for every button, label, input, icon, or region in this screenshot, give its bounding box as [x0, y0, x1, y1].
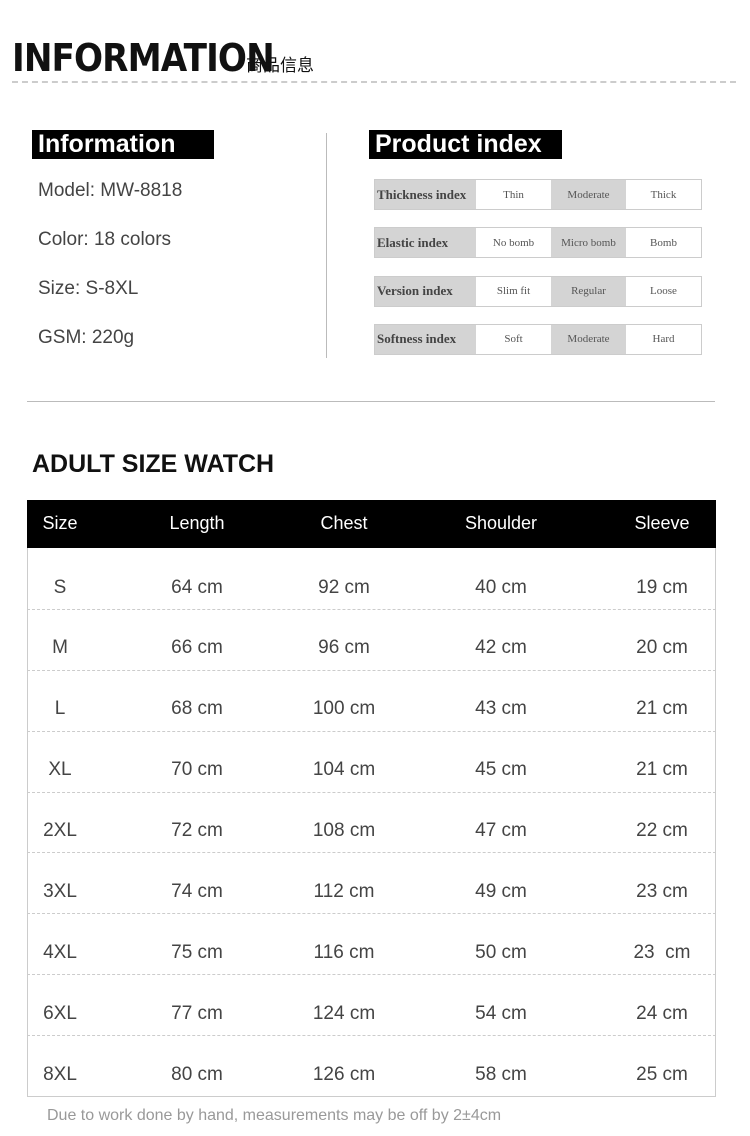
table-cell: S	[53, 576, 67, 598]
column-header: Sleeve	[634, 513, 690, 533]
index-option: Thin	[503, 188, 524, 201]
table-cell: 25 cm	[636, 1063, 688, 1085]
table-cell: 126 cm	[312, 1063, 376, 1085]
table-cell: 43 cm	[475, 698, 527, 720]
footnote: Due to work done by hand, measurements m…	[47, 1107, 502, 1124]
table-cell: 20 cm	[636, 637, 688, 659]
index-label: Thickness index	[375, 180, 476, 209]
table-title: ADULT SIZE WATCH	[32, 450, 275, 478]
index-label: Elastic index	[375, 228, 476, 258]
table-cell: 8XL	[43, 1063, 77, 1085]
table-cell: 45 cm	[475, 759, 527, 781]
table-cell: 19 cm	[636, 576, 688, 598]
divider	[12, 81, 736, 83]
index-option: Bomb	[650, 236, 677, 249]
table-cell: 47 cm	[475, 820, 527, 842]
row-separator	[27, 1035, 716, 1037]
table-cell: 74 cm	[171, 881, 223, 903]
index-label: Version index	[375, 276, 476, 306]
table-body	[27, 548, 716, 1097]
info-item: Size: S-8XL	[38, 278, 139, 299]
table-cell: 77 cm	[171, 1002, 223, 1024]
page-title: INFORMATION	[12, 36, 275, 80]
table-cell: XL	[48, 759, 72, 781]
table-cell: 68 cm	[171, 698, 223, 720]
table-cell: 3XL	[43, 881, 77, 903]
table-cell: 72 cm	[171, 820, 223, 842]
table-cell: 75 cm	[171, 941, 223, 963]
index-option: Soft	[504, 333, 523, 346]
table-cell: 80 cm	[171, 1063, 223, 1085]
index-option: Moderate	[551, 324, 626, 354]
index-option: Regular	[551, 276, 626, 306]
table-cell: 66 cm	[171, 637, 223, 659]
index-heading: Product index	[369, 130, 562, 159]
row-separator	[27, 791, 716, 793]
row-separator	[27, 974, 716, 976]
table-cell: 124 cm	[312, 1002, 376, 1024]
table-cell: 42 cm	[475, 637, 527, 659]
table-cell: 23 cm	[636, 881, 688, 903]
row-separator	[27, 730, 716, 732]
table-cell: 116 cm	[313, 941, 375, 963]
table-cell: M	[52, 637, 68, 659]
info-item: Color: 18 colors	[38, 229, 172, 250]
table-cell: 40 cm	[475, 576, 527, 598]
table-cell: 2XL	[43, 820, 77, 842]
index-row: Softness index Soft Moderate Hard	[374, 323, 702, 355]
table-cell: 4XL	[43, 941, 77, 963]
info-heading: Information	[32, 130, 214, 159]
divider	[27, 401, 715, 402]
column-header: Size	[42, 513, 78, 533]
row-separator	[27, 913, 716, 915]
column-header: Chest	[320, 513, 368, 533]
info-item: GSM: 220g	[38, 327, 135, 348]
index-option: No bomb	[492, 236, 535, 249]
table-cell: 21 cm	[636, 759, 688, 781]
index-row: Thickness index Thin Moderate Thick	[374, 179, 702, 210]
table-cell: 6XL	[43, 1002, 77, 1024]
page-subtitle: 商品信息	[246, 56, 314, 76]
table-cell: 22 cm	[636, 820, 688, 842]
table-cell: 50 cm	[475, 941, 527, 963]
index-option: Thick	[650, 188, 677, 201]
table-header	[27, 500, 716, 548]
table-cell: 108 cm	[312, 820, 376, 842]
table-cell: 64 cm	[171, 576, 223, 598]
index-option: Moderate	[551, 180, 626, 209]
table-cell: 112 cm	[313, 881, 375, 903]
index-row: Version index Slim fit Regular Loose	[374, 275, 702, 307]
divider	[326, 133, 327, 358]
table-cell: 23 cm	[633, 941, 691, 963]
table-cell: 96 cm	[318, 637, 370, 659]
table-cell: 70 cm	[171, 759, 223, 781]
column-header: Shoulder	[464, 513, 538, 533]
row-separator	[27, 608, 716, 610]
table-cell: 49 cm	[475, 881, 527, 903]
index-label: Softness index	[375, 324, 476, 354]
row-separator	[27, 852, 716, 854]
index-option: Slim fit	[496, 285, 531, 298]
table-cell: 24 cm	[636, 1002, 688, 1024]
table-cell: 54 cm	[475, 1002, 527, 1024]
info-item: Model: MW-8818	[38, 180, 183, 201]
table-cell: L	[54, 698, 66, 720]
index-option: Micro bomb	[551, 228, 626, 258]
index-option: Hard	[652, 333, 675, 346]
table-cell: 58 cm	[475, 1063, 527, 1085]
table-cell: 100 cm	[312, 698, 376, 720]
index-option: Loose	[650, 285, 677, 298]
column-header: Length	[169, 513, 225, 533]
table-cell: 21 cm	[636, 698, 688, 720]
index-row: Elastic index No bomb Micro bomb Bomb	[374, 227, 702, 259]
row-separator	[27, 669, 716, 671]
table-cell: 92 cm	[318, 576, 370, 598]
table-cell: 104 cm	[312, 759, 376, 781]
